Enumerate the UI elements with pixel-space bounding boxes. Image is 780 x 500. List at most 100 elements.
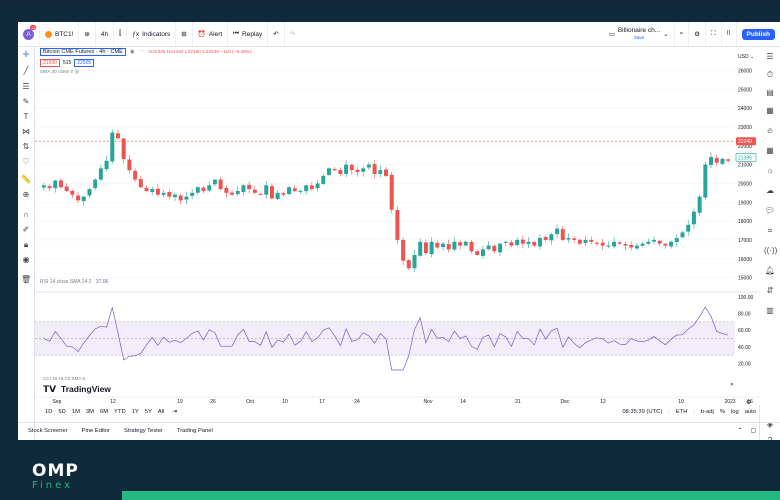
pattern-icon[interactable]: ⋈: [22, 127, 30, 136]
eye-off-icon[interactable]: ◎: [74, 70, 79, 75]
chart-canvas[interactable]: 26000 25000 24000 23000 22000 21000 20000 19000…: [35, 47, 760, 405]
candle-up: [321, 175, 326, 184]
magnet-icon[interactable]: ∩: [23, 210, 29, 219]
scroll-right-icon[interactable]: »: [730, 381, 734, 388]
watchlist-icon[interactable]: ☰: [766, 52, 774, 61]
layout-button[interactable]: ▭ Billionaire ch... Save ⌄: [604, 22, 675, 46]
symbol-search[interactable]: BTC1!: [40, 22, 80, 46]
zoom-in-icon[interactable]: ⊕: [22, 190, 30, 199]
collapse-panel-icon[interactable]: ⌃: [737, 428, 743, 434]
rsi-pane: [35, 306, 735, 371]
trend-line-icon[interactable]: ╱: [23, 66, 29, 75]
range-6m-button[interactable]: 6M: [99, 409, 109, 415]
candle-down: [389, 174, 394, 210]
candle-down: [629, 244, 634, 248]
alert-button[interactable]: ⏰ Alert: [193, 22, 229, 46]
notifications-icon[interactable]: 🔔︎: [764, 266, 776, 275]
ruler-icon[interactable]: 📏: [21, 175, 31, 184]
range-1d-button[interactable]: 1D: [45, 409, 53, 415]
axis-settings-icon[interactable]: ⚙: [746, 399, 751, 405]
more-icon[interactable]: ⋯: [138, 49, 145, 55]
sma-label[interactable]: SMA 30 close 0: [40, 70, 74, 75]
quick-search-button[interactable]: ⌕: [675, 22, 690, 46]
redo-button[interactable]: ↷: [285, 22, 300, 46]
calendar-icon[interactable]: ▦: [766, 146, 774, 155]
chats-icon[interactable]: 💬︎: [764, 206, 776, 215]
data-window-icon[interactable]: ▤: [766, 88, 774, 97]
rsi-axis[interactable]: 100.00 80.00 60.00 40.00 20.00: [738, 295, 754, 367]
interval-button[interactable]: 4h: [96, 22, 115, 46]
percent-toggle[interactable]: %: [719, 409, 725, 415]
prediction-icon[interactable]: ⇅: [22, 142, 30, 151]
buy-price[interactable]: 22505: [74, 59, 95, 67]
settings-button[interactable]: ⚙: [689, 22, 707, 46]
indicators-button[interactable]: ƒx Indicators: [127, 22, 177, 46]
calculator-icon[interactable]: ⌗: [767, 226, 773, 235]
order-panel-icon[interactable]: ⇵: [766, 286, 774, 295]
maximize-panel-icon[interactable]: ▢: [750, 428, 756, 434]
brush-icon[interactable]: ✎: [22, 97, 30, 106]
news-icon[interactable]: ▦: [766, 106, 774, 115]
eye-icon[interactable]: ◉: [129, 49, 135, 55]
range-5d-button[interactable]: 5D: [58, 409, 66, 415]
range-3m-button[interactable]: 3M: [85, 409, 94, 415]
auto-toggle[interactable]: auto: [744, 409, 756, 415]
alerts-icon[interactable]: ⏱: [766, 70, 774, 79]
series-title[interactable]: Bitcoin CME Futures · 4h · CME: [40, 48, 126, 56]
publish-button[interactable]: Publish: [741, 28, 775, 40]
hotlist-icon[interactable]: 🔥︎: [767, 126, 773, 135]
signal-icon[interactable]: ((·)): [764, 246, 778, 255]
undo-button[interactable]: ↶: [268, 22, 285, 46]
tab-strategy-tester[interactable]: Strategy Tester: [124, 428, 163, 434]
range-1y-button[interactable]: 1Y: [131, 409, 139, 415]
range-all-button[interactable]: All: [157, 409, 165, 415]
candle-up: [81, 196, 86, 202]
crosshair-icon[interactable]: ✛: [22, 50, 30, 59]
sell-price[interactable]: 21990: [40, 59, 60, 67]
log-toggle[interactable]: log: [730, 409, 739, 415]
candle-up: [652, 239, 657, 242]
goto-date-icon[interactable]: ⇥: [172, 409, 178, 415]
heart-icon[interactable]: ♡: [22, 157, 30, 166]
range-ytd-button[interactable]: YTD: [114, 409, 126, 415]
chevron-down-icon: ⌄: [663, 31, 669, 38]
range-1m-button[interactable]: 1M: [71, 409, 80, 415]
candle-up: [298, 190, 303, 192]
ideas-icon[interactable]: ☼: [766, 166, 774, 175]
rsi-label[interactable]: RSI 14 close SMA 14 2: [40, 279, 92, 285]
add-symbol-button[interactable]: ⊕: [79, 22, 96, 46]
user-menu[interactable]: A 11: [18, 22, 40, 46]
fullscreen-button[interactable]: ⛶: [706, 22, 722, 46]
tab-stock-screener[interactable]: Stock Screener: [28, 428, 68, 434]
candle-down: [338, 170, 343, 174]
trash-icon[interactable]: 🗑︎: [21, 275, 32, 284]
streams-icon[interactable]: ☁: [766, 186, 774, 195]
session-button[interactable]: ETH: [675, 409, 688, 415]
dom-icon[interactable]: ▥: [766, 306, 774, 315]
clock[interactable]: 08:35:39 (UTC): [622, 409, 663, 415]
price-tick: 25000: [738, 87, 752, 93]
help-icon[interactable]: ?: [764, 435, 776, 440]
replay-button[interactable]: ⏮ Replay: [228, 22, 269, 46]
currency-label[interactable]: USD ⌄: [738, 54, 754, 60]
lock-icon[interactable]: 🔒︎: [23, 240, 29, 249]
candle-up: [555, 228, 560, 234]
templates-button[interactable]: ⊞: [176, 22, 193, 46]
tab-pine-editor[interactable]: Pine Editor: [81, 428, 110, 434]
candle-up: [264, 185, 269, 195]
lock-drawings-icon[interactable]: ✐: [22, 225, 30, 234]
adjustment-button[interactable]: b-adj: [700, 409, 714, 415]
time-axis[interactable]: Sep 12 19 26 Oct 10 17 24 Nov 14 21 Dec 12 19 2023 16 » ⚙: [35, 381, 760, 405]
snapshot-button[interactable]: ⌷: [722, 22, 737, 46]
chart-type-button[interactable]: ⫿: [114, 22, 128, 46]
avatar[interactable]: A: [23, 28, 34, 40]
candle-down: [492, 245, 497, 252]
text-icon[interactable]: T: [23, 112, 29, 121]
range-5y-button[interactable]: 5Y: [144, 409, 152, 415]
eye-icon[interactable]: ◉: [22, 255, 30, 264]
candle-down: [384, 169, 388, 176]
fib-icon[interactable]: ☰: [22, 82, 30, 91]
tab-trading-panel[interactable]: Trading Panel: [176, 428, 213, 434]
price-axis[interactable]: 26000 25000 24000 23000 22000 21000 20000 19000…: [735, 54, 757, 282]
layers-icon[interactable]: ◈: [766, 420, 774, 429]
